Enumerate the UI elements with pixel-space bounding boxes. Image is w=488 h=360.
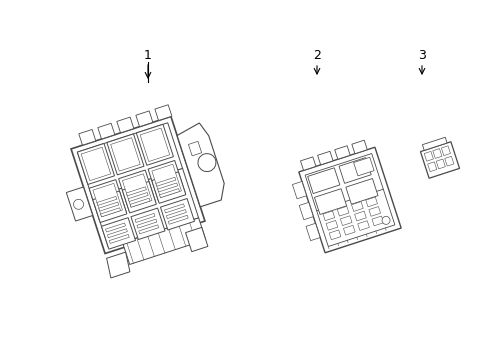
Polygon shape: [351, 202, 363, 211]
Polygon shape: [126, 187, 146, 196]
Polygon shape: [188, 141, 201, 156]
Polygon shape: [89, 180, 126, 221]
Polygon shape: [164, 204, 184, 213]
Polygon shape: [102, 218, 135, 249]
Polygon shape: [432, 149, 441, 158]
Polygon shape: [307, 168, 339, 194]
Polygon shape: [325, 220, 337, 230]
Polygon shape: [299, 202, 313, 220]
Polygon shape: [77, 123, 198, 247]
Polygon shape: [168, 215, 188, 224]
Polygon shape: [122, 181, 156, 213]
Text: 1: 1: [144, 49, 152, 62]
Polygon shape: [422, 137, 446, 150]
Polygon shape: [139, 225, 159, 234]
Polygon shape: [122, 174, 152, 207]
Polygon shape: [81, 147, 110, 181]
Ellipse shape: [73, 199, 83, 209]
Polygon shape: [441, 146, 449, 156]
Polygon shape: [185, 228, 207, 252]
Polygon shape: [345, 179, 377, 204]
Polygon shape: [435, 159, 445, 169]
Polygon shape: [159, 189, 179, 198]
Polygon shape: [323, 211, 334, 221]
Polygon shape: [128, 193, 148, 202]
Polygon shape: [365, 197, 377, 207]
Polygon shape: [140, 128, 169, 162]
Polygon shape: [106, 252, 130, 278]
Polygon shape: [110, 138, 140, 171]
Polygon shape: [357, 221, 368, 230]
Polygon shape: [122, 218, 205, 265]
Polygon shape: [305, 153, 394, 247]
Polygon shape: [130, 198, 150, 207]
Polygon shape: [131, 208, 164, 239]
Polygon shape: [328, 230, 340, 240]
Text: 3: 3: [417, 49, 425, 62]
Polygon shape: [107, 229, 127, 238]
Polygon shape: [444, 156, 453, 166]
Polygon shape: [292, 181, 306, 199]
Polygon shape: [353, 157, 373, 176]
Ellipse shape: [381, 216, 389, 224]
Polygon shape: [117, 117, 134, 133]
Ellipse shape: [198, 154, 216, 172]
Polygon shape: [98, 123, 115, 139]
Polygon shape: [97, 196, 117, 206]
Polygon shape: [135, 213, 155, 222]
Polygon shape: [427, 162, 436, 172]
Polygon shape: [93, 183, 122, 217]
Polygon shape: [334, 146, 349, 159]
Polygon shape: [338, 158, 370, 183]
Polygon shape: [368, 207, 380, 216]
Polygon shape: [136, 111, 153, 127]
Polygon shape: [343, 225, 354, 235]
Polygon shape: [152, 164, 181, 198]
Polygon shape: [119, 170, 155, 211]
Polygon shape: [166, 210, 186, 219]
Polygon shape: [137, 219, 157, 228]
Polygon shape: [314, 189, 346, 215]
Polygon shape: [109, 234, 129, 243]
Polygon shape: [148, 161, 185, 202]
Polygon shape: [160, 198, 194, 230]
Polygon shape: [298, 147, 400, 253]
Polygon shape: [337, 206, 348, 216]
Polygon shape: [151, 172, 185, 203]
Polygon shape: [77, 144, 114, 184]
Polygon shape: [93, 191, 126, 222]
Polygon shape: [371, 216, 383, 226]
Polygon shape: [136, 124, 173, 165]
Polygon shape: [79, 130, 96, 145]
Polygon shape: [177, 123, 224, 207]
Polygon shape: [420, 142, 459, 178]
Polygon shape: [305, 223, 320, 240]
Polygon shape: [300, 157, 315, 170]
Polygon shape: [351, 140, 366, 154]
Polygon shape: [156, 177, 176, 186]
Polygon shape: [155, 105, 172, 121]
Polygon shape: [158, 183, 177, 192]
Polygon shape: [354, 211, 366, 221]
Polygon shape: [101, 208, 121, 217]
Polygon shape: [107, 134, 143, 175]
Polygon shape: [340, 216, 351, 226]
Polygon shape: [66, 187, 93, 221]
Polygon shape: [105, 223, 125, 232]
Text: 2: 2: [312, 49, 320, 62]
Polygon shape: [99, 202, 119, 211]
Polygon shape: [317, 151, 332, 165]
Polygon shape: [71, 117, 204, 253]
Polygon shape: [424, 152, 432, 161]
